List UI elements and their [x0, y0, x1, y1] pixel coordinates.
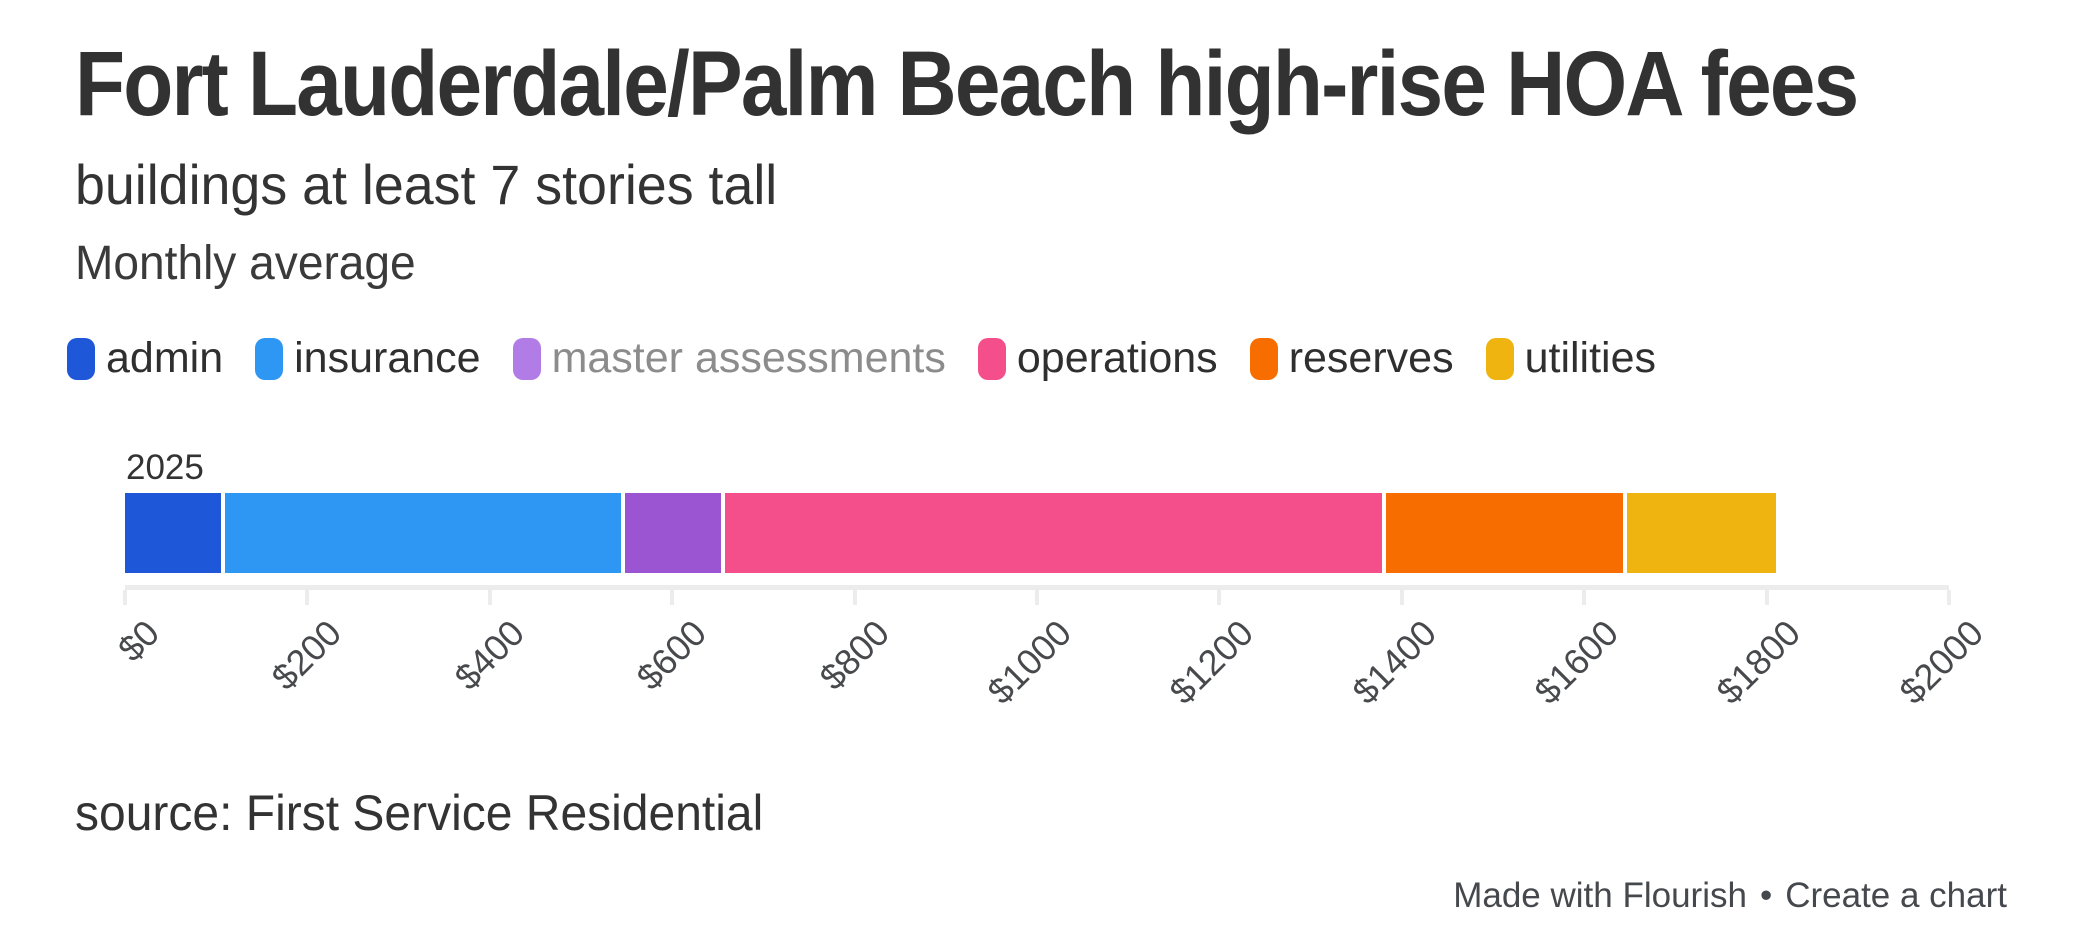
legend-item-utilities[interactable]: utilities	[1485, 334, 1657, 383]
legend-item-admin[interactable]: admin	[67, 334, 223, 383]
axis-tick-label: $1600	[1526, 612, 1627, 712]
flourish-credit: Made with Flourish • Create a chart	[1453, 876, 2007, 916]
axis-tick-label: $800	[810, 612, 897, 698]
axis-tick-label: $1000	[979, 612, 1079, 712]
legend-swatch	[1485, 337, 1514, 380]
made-with-flourish-link[interactable]: Made with Flourish	[1453, 876, 1747, 915]
axis-tick-label: $0	[109, 612, 167, 670]
credit-separator: •	[1759, 876, 1773, 915]
axis-tick	[1217, 590, 1222, 605]
bar-segment-admin[interactable]	[125, 493, 222, 573]
legend-swatch	[1249, 337, 1278, 380]
x-axis: $0 $200 $400 $600 $800 $1000 $1200 $1400 $1600 $1…	[110, 585, 1991, 745]
axis-tick-label: $1200	[1161, 612, 1262, 712]
legend-label: insurance	[294, 334, 481, 382]
axis-tick-label: $600	[628, 612, 715, 698]
legend-label: utilities	[1524, 334, 1657, 382]
axis-tick	[852, 590, 857, 605]
bar-segment-operations[interactable]	[725, 493, 1383, 573]
chart-subtitle: buildings at least 7 stories tall	[75, 153, 778, 216]
axis-tick	[670, 590, 675, 605]
create-a-chart-link[interactable]: Create a chart	[1785, 876, 2007, 915]
legend-item-reserves[interactable]: reserves	[1249, 334, 1454, 383]
legend-label: admin	[106, 334, 224, 382]
axis-tick	[487, 590, 492, 605]
legend-swatch	[67, 337, 95, 380]
bar-segment-insurance[interactable]	[225, 493, 621, 573]
axis-tick-label: $400	[446, 612, 532, 698]
bar-row-label: 2025	[126, 448, 204, 487]
bar-segment-reserves[interactable]	[1386, 493, 1624, 573]
axis-tick	[1399, 590, 1404, 605]
bar-segment-utilities[interactable]	[1627, 493, 1776, 573]
legend-swatch	[512, 337, 541, 380]
source-note: source: First Service Residential	[75, 785, 764, 841]
legend-swatch	[977, 337, 1006, 380]
axis-line	[125, 585, 1949, 590]
axis-tick	[1035, 590, 1039, 605]
legend-swatch	[255, 337, 284, 380]
legend-item-master-assessments[interactable]: master assessments	[512, 334, 946, 383]
axis-tick	[123, 590, 127, 605]
axis-tick-label: $1400	[1344, 612, 1444, 712]
legend: admin insurance master assessments operatio…	[67, 334, 1656, 383]
axis-tick	[1764, 590, 1769, 605]
chart-title: Fort Lauderdale/Palm Beach high-rise HOA…	[75, 33, 1859, 135]
legend-label: operations	[1016, 334, 1218, 382]
legend-item-operations[interactable]: operations	[977, 334, 1218, 383]
axis-tick-label: $200	[263, 612, 350, 698]
axis-tick	[1947, 590, 1951, 605]
bar-segment-master-assessments[interactable]	[624, 493, 722, 573]
chart-caption: Monthly average	[75, 237, 416, 290]
legend-label: reserves	[1288, 334, 1454, 382]
axis-tick-label: $1800	[1708, 612, 1809, 712]
axis-tick-label: $2000	[1891, 612, 1991, 712]
legend-label: master assessments	[551, 334, 946, 382]
axis-tick	[1582, 590, 1587, 605]
axis-tick	[305, 590, 310, 605]
stacked-bar	[125, 493, 1949, 573]
legend-item-insurance[interactable]: insurance	[255, 334, 481, 383]
